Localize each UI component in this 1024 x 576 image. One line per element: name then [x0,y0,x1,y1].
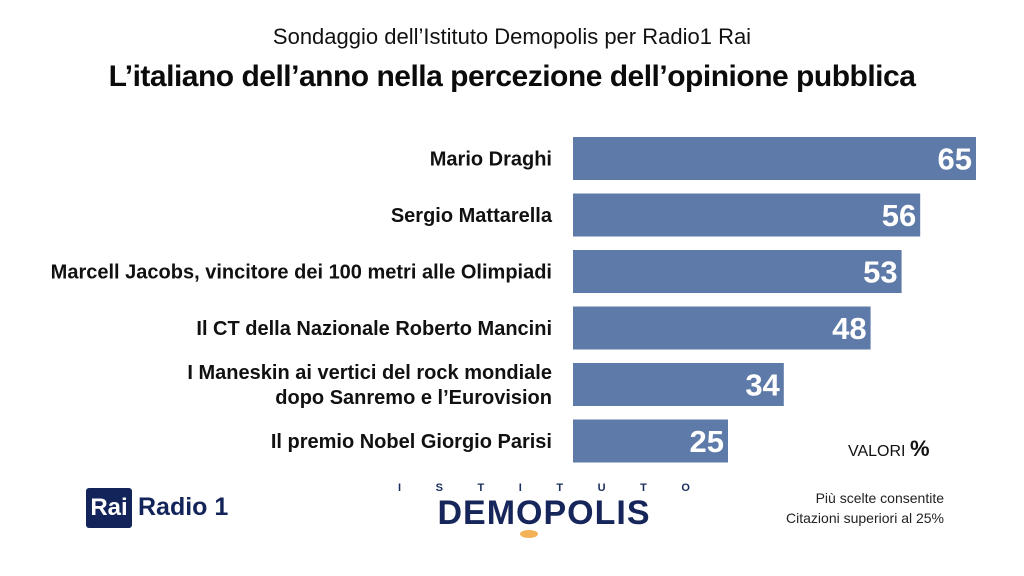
units-label-text: VALORI [848,443,906,460]
demopolis-logo-glow [520,530,538,538]
demopolis-letter: S [435,482,443,494]
demopolis-letter: U [597,482,606,494]
bar-value-label: 25 [690,424,724,459]
units-label: VALORI % [848,436,930,462]
bar-value-label: 48 [832,311,866,346]
bar-value-label: 56 [882,198,916,233]
category-label: Il CT della Nazionale Roberto Mancini [196,318,552,340]
bar-1 [573,193,921,237]
bar-0 [573,137,976,180]
bar-2 [573,250,902,293]
demopolis-istituto-letters: I S T I T U T O [398,482,690,494]
footnote-line-1: Più scelte consentite [815,490,944,506]
category-label: dopo Sanremo e l’Eurovision [275,387,552,409]
footnote: Più scelte consentite Citazioni superior… [786,488,944,528]
demopolis-letter: T [556,482,564,494]
demopolis-letter: I [518,482,522,494]
category-label: Sergio Mattarella [391,205,553,227]
demopolis-letter: O [681,482,690,494]
demopolis-logo: DEMOPOLIS [437,494,651,532]
rai-logo: Rai [86,488,132,528]
chart-title: L’italiano dell’anno nella percezione de… [108,60,916,93]
category-label: Marcell Jacobs, vincitore dei 100 metri … [51,262,552,284]
radio1-logo: Radio 1 [138,493,229,521]
units-symbol: % [909,436,930,461]
demopolis-letter: T [477,482,485,494]
demopolis-letter: I [398,482,402,494]
bar-value-label: 65 [938,142,972,177]
bar-chart: 65 Mario Draghi 56 Sergio Mattarella 53 Marce… [51,137,976,463]
bar-value-label: 53 [863,255,897,290]
bar-4 [573,363,784,406]
category-label: Il premio Nobel Giorgio Parisi [271,431,552,453]
bar-5 [573,419,728,463]
bar-value-label: 34 [745,368,780,403]
bar-3 [573,306,871,350]
footnote-line-2: Citazioni superiori al 25% [786,510,944,526]
chart-subtitle: Sondaggio dell’Istituto Demopolis per Ra… [272,24,752,49]
category-label: I Maneskin ai vertici del rock mondiale [187,362,552,384]
demopolis-letter: T [640,482,647,494]
category-label: Mario Draghi [430,149,552,171]
